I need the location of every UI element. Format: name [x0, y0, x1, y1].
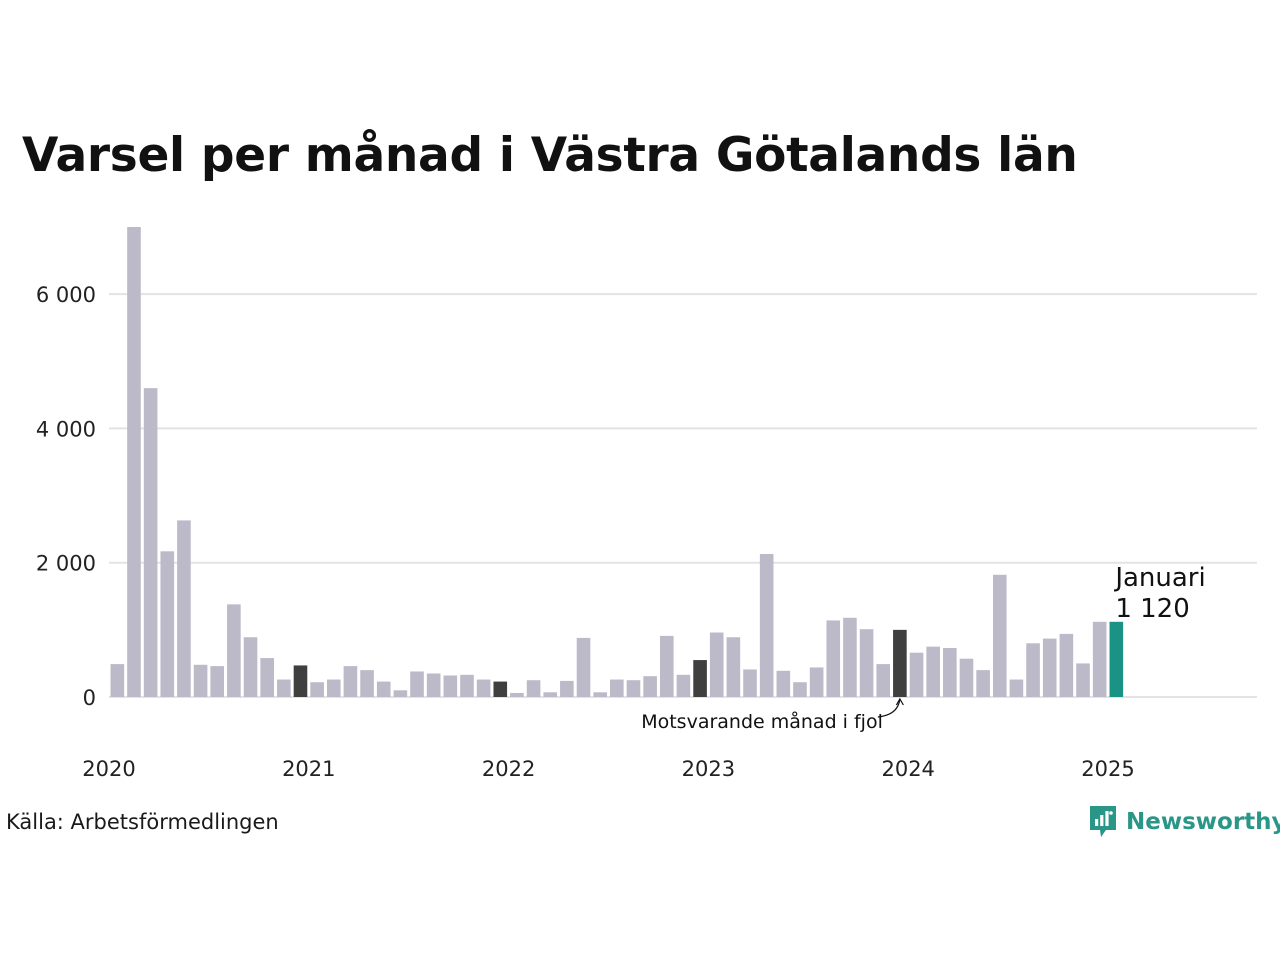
bar [277, 679, 291, 697]
annotation-arrow [877, 698, 901, 718]
bar [193, 664, 208, 697]
bar [260, 658, 274, 697]
bar [510, 692, 524, 697]
gridlines [109, 293, 1257, 698]
bar [243, 637, 258, 697]
x-tick-label: 2023 [682, 757, 735, 781]
bar [526, 680, 541, 697]
bar [143, 388, 158, 697]
bar [992, 574, 1007, 697]
bar [826, 620, 841, 697]
bar [943, 647, 957, 697]
bar [659, 635, 674, 697]
bar [210, 666, 225, 697]
bar [759, 553, 774, 697]
bar [1042, 638, 1057, 697]
x-tick-label: 2024 [881, 757, 934, 781]
highlight-value-label: 1 120 [1115, 594, 1189, 624]
source-note: Källa: Arbetsförmedlingen [6, 810, 279, 834]
bar [127, 227, 141, 697]
same-month-label: Motsvarande månad i fjol [641, 710, 883, 733]
bar [1009, 679, 1024, 697]
y-tick-label: 0 [83, 686, 96, 710]
bar [343, 666, 358, 697]
bar [626, 680, 641, 697]
bar [310, 682, 324, 697]
bar [976, 670, 990, 697]
bar [909, 652, 924, 697]
bar [859, 629, 874, 697]
bar [876, 664, 891, 697]
bar [376, 681, 391, 697]
y-tick-label: 6 000 [36, 283, 96, 307]
bar-highlight [1109, 621, 1124, 697]
bar [543, 692, 558, 697]
bar [643, 676, 657, 697]
bar [593, 692, 607, 697]
bar [843, 617, 857, 697]
bar [1059, 633, 1074, 697]
bar [393, 690, 408, 697]
bar [227, 604, 241, 697]
bar [443, 675, 458, 697]
y-tick-label: 4 000 [36, 417, 96, 441]
x-tick-label: 2022 [482, 757, 535, 781]
bar [776, 670, 791, 697]
bar [743, 669, 757, 697]
bar [177, 520, 191, 697]
bar-same-month [893, 629, 907, 697]
bar [1092, 621, 1107, 697]
bar [809, 667, 824, 697]
bar [560, 680, 574, 697]
bar [1076, 663, 1090, 697]
bar [1026, 643, 1040, 697]
bar [709, 632, 724, 697]
bar-same-month [693, 660, 707, 697]
bar [460, 674, 474, 697]
bar [360, 670, 374, 697]
bar [410, 671, 424, 697]
bar [426, 673, 441, 697]
bar [160, 551, 175, 697]
brand-name: Newsworthy [1126, 809, 1280, 835]
bar [726, 637, 741, 697]
bars [110, 227, 1124, 697]
brand: Newsworthy [1088, 804, 1280, 840]
bar [926, 646, 940, 697]
bar [610, 679, 624, 697]
x-tick-label: 2020 [82, 757, 135, 781]
newsworthy-logo-icon [1090, 806, 1116, 837]
bar [959, 658, 974, 697]
bar-same-month [293, 665, 308, 697]
highlight-month-label: Januari [1113, 563, 1205, 593]
y-axis: 0 2 000 4 000 6 000 [36, 283, 96, 710]
bar [110, 664, 125, 697]
bar [576, 637, 591, 697]
bar [676, 674, 691, 697]
x-tick-label: 2025 [1081, 757, 1134, 781]
bar [793, 682, 807, 697]
x-tick-label: 2021 [282, 757, 335, 781]
chart-title: Varsel per månad i Västra Götalands län [22, 128, 1078, 183]
annotation-arrowhead [895, 697, 904, 706]
bar-same-month [493, 681, 508, 697]
y-tick-label: 2 000 [36, 552, 96, 576]
bar [326, 679, 341, 697]
bar [476, 679, 491, 697]
x-axis: 2020 2021 2022 2023 2024 2025 [82, 757, 1134, 781]
